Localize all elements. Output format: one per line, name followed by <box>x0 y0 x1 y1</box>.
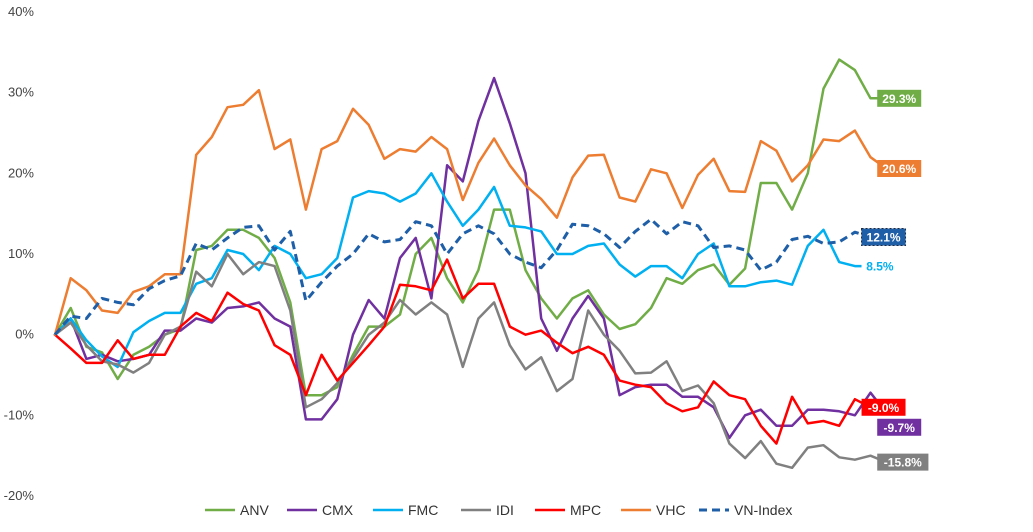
y-tick-label: 20% <box>8 165 34 180</box>
y-tick-label: 0% <box>15 327 34 342</box>
end-label-mpc: -9.0% <box>861 398 906 416</box>
series-line-vhc <box>53 88 888 336</box>
end-label-fmc: 8.5% <box>861 257 899 275</box>
end-label-box <box>877 89 922 107</box>
y-tick-label: 40% <box>8 4 34 19</box>
legend-label: IDI <box>496 502 514 518</box>
series-line-idi <box>53 252 888 470</box>
end-value-labels: 29.3% 20.6% 12.1% 8.5% -9.0% -9.7% -15.8% <box>861 89 929 471</box>
y-axis-tick-labels: -20% -10% 0% 10% 20% 30% 40% <box>4 4 35 503</box>
series-line-vn-index <box>53 217 871 336</box>
legend-item-cmx: CMX <box>287 502 354 518</box>
legend-label: MPC <box>570 502 601 518</box>
chart-legend: ANV CMX FMC IDI MPC VHC VN-Index <box>205 502 792 518</box>
legend-label: VN-Index <box>734 502 792 518</box>
y-tick-label: 30% <box>8 85 34 100</box>
legend-label: ANV <box>240 502 269 518</box>
end-label-box <box>877 453 929 471</box>
end-label-anv: 29.3% <box>877 89 922 107</box>
y-tick-label: 10% <box>8 246 34 261</box>
end-label-text: 12.1% <box>867 231 901 245</box>
legend-item-vn-index: VN-Index <box>699 502 792 518</box>
end-label-text: -15.8% <box>884 456 922 470</box>
legend-item-anv: ANV <box>205 502 269 518</box>
series-line-mpc <box>53 258 872 445</box>
end-label-text: 8.5% <box>866 260 894 274</box>
y-tick-label: -10% <box>4 407 35 422</box>
end-label-box <box>877 418 922 436</box>
series-line-cmx <box>53 76 888 440</box>
legend-item-mpc: MPC <box>535 502 601 518</box>
end-label-vhc: 20.6% <box>877 159 922 177</box>
end-label-idi: -15.8% <box>877 453 929 471</box>
end-label-text: 20.6% <box>882 162 916 176</box>
end-label-cmx: -9.7% <box>877 418 922 436</box>
end-label-box <box>861 398 906 416</box>
y-tick-label: -20% <box>4 488 35 503</box>
legend-item-vhc: VHC <box>621 502 686 518</box>
end-label-text: 29.3% <box>882 92 916 106</box>
end-label-box <box>877 159 922 177</box>
legend-item-idi: IDI <box>461 502 514 518</box>
legend-item-fmc: FMC <box>373 502 438 518</box>
end-label-text: -9.7% <box>884 421 916 435</box>
legend-label: CMX <box>322 502 354 518</box>
series-lines <box>53 58 888 470</box>
legend-label: FMC <box>408 502 438 518</box>
end-label-box <box>861 257 899 275</box>
end-label-box <box>861 228 907 247</box>
end-label-text: -9.0% <box>868 401 900 415</box>
series-line-fmc <box>53 172 872 369</box>
end-label-vn-index: 12.1% <box>861 228 907 247</box>
legend-label: VHC <box>656 502 686 518</box>
